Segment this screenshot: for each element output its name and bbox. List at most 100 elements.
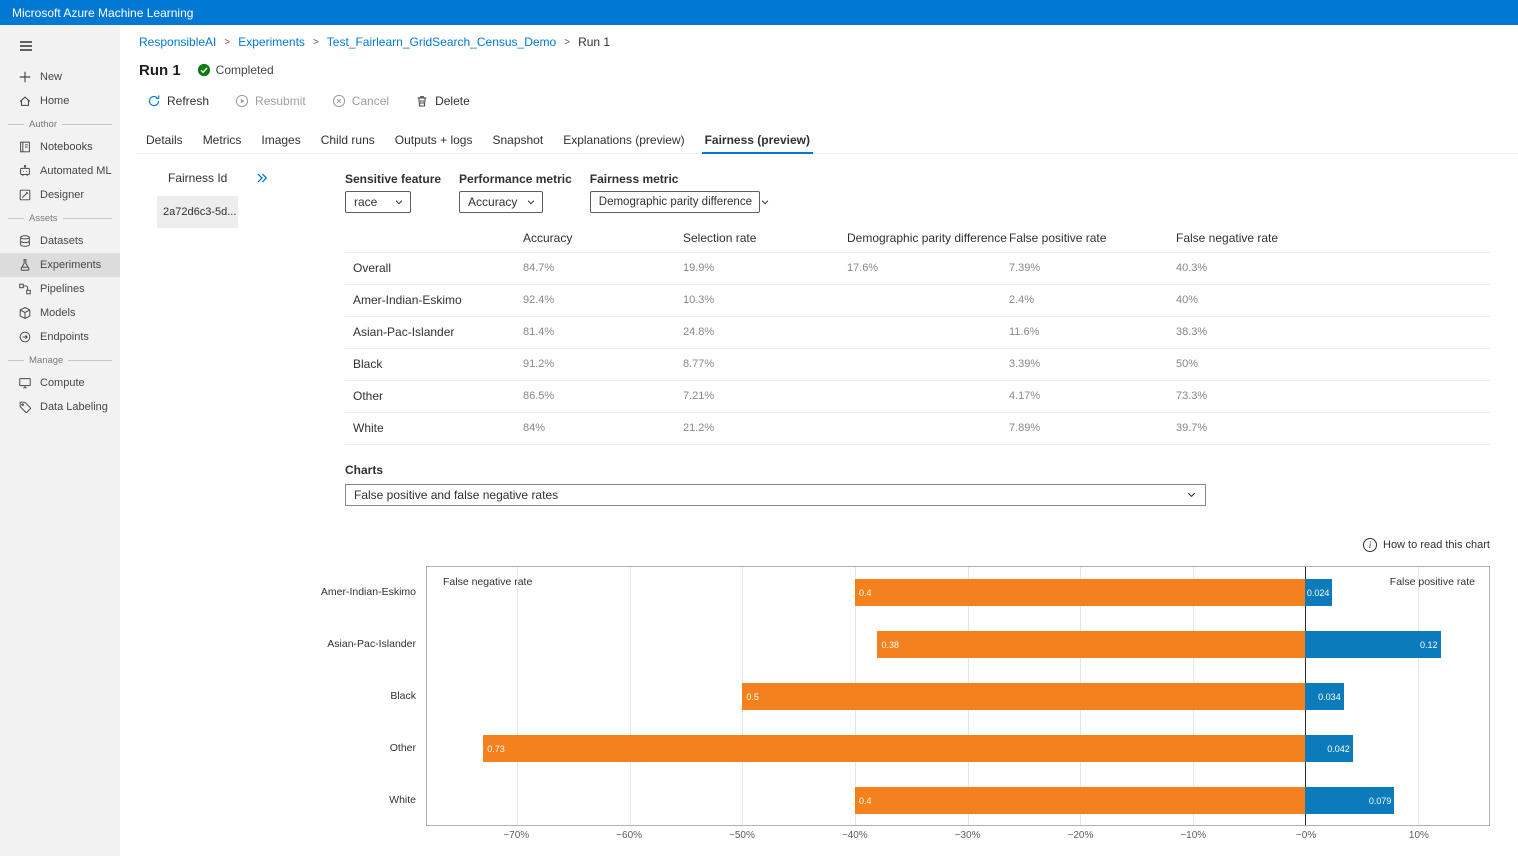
sidebar-item-label: Notebooks [40,141,93,153]
cell: 7.89% [1001,412,1168,445]
performance-metric-select[interactable]: Accuracy [459,191,544,213]
sensitive-feature-label: Sensitive feature [345,172,442,186]
refresh-button[interactable]: Refresh [147,94,209,108]
tab-fairness[interactable]: Fairness (preview) [695,126,820,154]
chevron-down-icon [526,197,536,207]
breadcrumb-experiment-link[interactable]: Test_Fairlearn_GridSearch_Census_Demo [326,35,557,49]
sidebar-item-new[interactable]: New [0,65,120,89]
automated-ml-icon [18,164,32,178]
fairness-dashboard: Sensitive feature race Performance metri… [321,154,1518,856]
title-row: Run 1 Completed [139,58,1518,82]
sidebar-item-datasets[interactable]: Datasets [0,229,120,253]
category-label: White [389,793,416,806]
cell: 92.4% [515,284,675,317]
breadcrumb-workspace-link[interactable]: ResponsibleAI [139,35,217,49]
false-positive-rate-bar[interactable]: 0.034 [1305,683,1344,710]
sidebar-section-manage: Manage [0,349,120,371]
false-negative-rate-bar[interactable]: 0.73 [483,735,1306,762]
resubmit-button[interactable]: Resubmit [235,94,306,108]
false-positive-rate-bar[interactable]: 0.042 [1305,735,1353,762]
notebooks-icon [18,140,32,154]
tab-images[interactable]: Images [261,132,301,147]
fpr-axis-label: False positive rate [1389,575,1475,588]
plus-icon [18,70,32,84]
false-negative-rate-bar[interactable]: 0.4 [854,787,1306,814]
sidebar-item-compute[interactable]: Compute [0,371,120,395]
cancel-button[interactable]: Cancel [332,94,389,108]
cancel-label: Cancel [351,94,390,108]
tab-details[interactable]: Details [146,132,183,147]
sidebar-item-label: Automated ML [40,165,112,177]
cell [839,316,1001,349]
column-header: False positive rate [1001,225,1168,253]
delete-button[interactable]: Delete [415,94,470,108]
table-row: Amer-Indian-Eskimo 92.4% 10.3% 2.4% 40% [345,284,1490,317]
gridline [1418,566,1420,825]
false-positive-rate-bar[interactable]: 0.024 [1305,579,1333,606]
command-bar: Refresh Resubmit Cancel Delete [147,90,1518,112]
sidebar-item-pipelines[interactable]: Pipelines [0,277,120,301]
false-negative-rate-bar[interactable]: 0.5 [742,683,1306,710]
fairness-chart: Amer-Indian-Eskimo Asian-Pac-Islander Blac… [321,565,1490,842]
filters-row: Sensitive feature race Performance metri… [345,172,1490,213]
sidebar-item-home[interactable]: Home [0,89,120,113]
tab-snapshot[interactable]: Snapshot [492,132,544,147]
sidebar-section-author: Author [0,113,120,135]
breadcrumb-separator: > [312,36,319,48]
how-to-read-chart-link[interactable]: i How to read this chart [345,537,1490,552]
chart-category-labels: Amer-Indian-Eskimo Asian-Pac-Islander Blac… [321,566,426,826]
tab-child-runs[interactable]: Child runs [320,132,375,147]
category-label: Black [390,689,416,702]
hamburger-icon [20,41,32,51]
sidebar-section-assets: Assets [0,207,120,229]
gridline [517,566,519,825]
tab-outputs-logs[interactable]: Outputs + logs [394,132,473,147]
info-icon: i [1363,537,1377,552]
pipelines-icon [18,282,32,296]
datasets-icon [18,234,32,248]
false-positive-rate-bar[interactable]: 0.12 [1305,631,1441,658]
breadcrumb-experiments-link[interactable]: Experiments [238,35,305,49]
sidebar-item-models[interactable]: Models [0,301,120,325]
cell: 21.2% [675,412,839,445]
sidebar-item-designer[interactable]: Designer [0,183,120,207]
chart-type-select[interactable]: False positive and false negative rates [345,483,1206,506]
cell: 3.39% [1001,348,1168,381]
sensitive-feature-select[interactable]: race [345,191,411,213]
sidebar-item-experiments[interactable]: Experiments [0,253,120,277]
cell: 2.4% [1001,284,1168,317]
tab-explanations[interactable]: Explanations (preview) [563,132,685,147]
hamburger-menu-button[interactable] [0,33,120,59]
app-header: Microsoft Azure Machine Learning [0,0,1518,25]
row-label: Overall [345,252,515,285]
fairness-metric-value: Demographic parity difference [598,196,752,208]
cell: 7.21% [675,380,839,413]
sidebar-item-label: Models [40,307,76,319]
sidebar-item-endpoints[interactable]: Endpoints [0,325,120,349]
false-negative-rate-bar[interactable]: 0.38 [877,631,1306,658]
gridline [629,566,631,825]
chevron-down-icon [394,197,404,207]
fairness-id-panel: Fairness Id 2a72d6c3-5d... [120,154,345,856]
designer-icon [18,188,32,202]
cell [839,348,1001,381]
fairness-metric-select[interactable]: Demographic parity difference [589,191,769,213]
sidebar-item-notebooks[interactable]: Notebooks [0,135,120,159]
table-row: Black 91.2% 8.77% 3.39% 50% [345,348,1490,381]
cell: 40% [1168,284,1490,317]
false-positive-rate-bar[interactable]: 0.079 [1305,787,1395,814]
sidebar-item-label: Compute [40,377,85,389]
breadcrumb-separator: > [224,36,231,48]
cell [839,412,1001,445]
cell [839,380,1001,413]
sidebar-item-automated-ml[interactable]: Automated ML [0,159,120,183]
sidebar-item-data-labeling[interactable]: Data Labeling [0,395,120,419]
expand-panel-button[interactable] [255,171,269,185]
status-text: Completed [215,63,274,77]
false-negative-rate-bar[interactable]: 0.4 [854,579,1306,606]
tab-metrics[interactable]: Metrics [202,132,242,147]
status-badge: Completed [197,63,274,77]
cell: 50% [1168,348,1490,381]
fairness-run-id-item[interactable]: 2a72d6c3-5d... [157,196,238,228]
experiments-icon [18,258,32,272]
